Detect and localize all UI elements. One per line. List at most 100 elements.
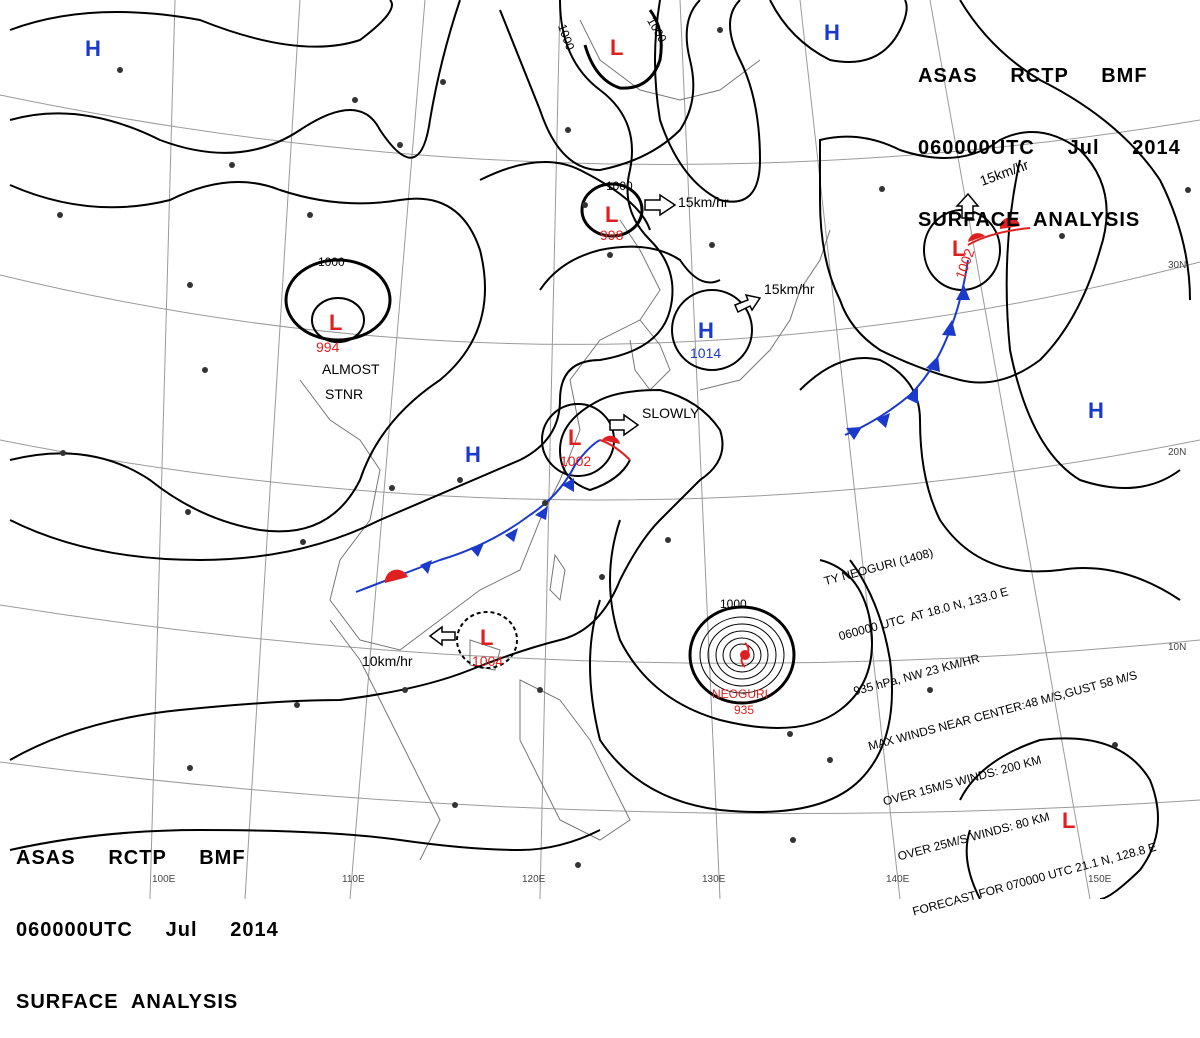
longitude-line xyxy=(679,0,721,899)
coastline-indochina xyxy=(329,619,441,861)
station-dot xyxy=(790,837,796,843)
station-dot xyxy=(117,67,123,73)
longitude-line xyxy=(149,0,176,899)
low-label: L xyxy=(610,35,623,60)
arrow-east xyxy=(644,193,677,217)
low-pressure-value: 994 xyxy=(316,339,340,355)
station-dot xyxy=(187,282,193,288)
header-line-3: SURFACE ANALYSIS xyxy=(918,209,1141,231)
isobar xyxy=(654,0,762,203)
isobar xyxy=(609,519,873,729)
header-bottom-left: ASAS RCTP BMF 060000UTC Jul 2014 SURFACE… xyxy=(16,798,279,1038)
station-dot xyxy=(1059,233,1065,239)
station-plots xyxy=(57,27,1191,868)
longitude-line xyxy=(799,0,901,899)
stationary-front-west xyxy=(355,439,601,593)
low-label: L xyxy=(568,425,581,450)
high-label: H xyxy=(698,318,714,343)
isobar-ty-ring xyxy=(699,616,785,694)
stationary-note: STNR xyxy=(325,386,363,402)
front-triangle xyxy=(420,560,432,574)
station-dot xyxy=(440,79,446,85)
front-triangle xyxy=(846,427,862,440)
front-triangle xyxy=(926,356,940,372)
warm-semicircle xyxy=(999,217,1020,229)
cold-front-east xyxy=(844,259,969,436)
motion-label: 15km/hr xyxy=(678,194,729,210)
station-dot xyxy=(565,127,571,133)
header-line-2: 060000UTC Jul 2014 xyxy=(16,919,279,941)
lon-label: 100E xyxy=(152,874,176,885)
high-label: H xyxy=(1088,398,1104,423)
typhoon-symbol xyxy=(740,642,750,668)
isobar-label: 1000 xyxy=(318,255,345,269)
coastlines xyxy=(299,19,831,861)
coastline-hainan xyxy=(469,639,501,671)
low-pressure-value: 1002 xyxy=(560,453,591,469)
station-dot xyxy=(389,485,395,491)
station-dot xyxy=(307,212,313,218)
low-label: L xyxy=(1062,808,1075,833)
warm-semicircle xyxy=(968,233,985,242)
header-line-1: ASAS RCTP BMF xyxy=(918,65,1148,87)
lon-label: 110E xyxy=(342,874,365,885)
isobar-ty-1000 xyxy=(688,605,796,705)
isobar xyxy=(539,245,721,291)
station-dot xyxy=(665,537,671,543)
longitude-line xyxy=(539,0,561,899)
station-dot xyxy=(229,162,235,168)
typhoon-name: NEOGURI xyxy=(712,687,768,701)
station-dot xyxy=(202,367,208,373)
isobar xyxy=(9,0,393,48)
station-dot xyxy=(537,687,543,693)
arrow-west xyxy=(428,625,456,647)
lat-label: 30N xyxy=(1168,260,1186,271)
isobar-ty-ring xyxy=(707,623,777,687)
station-dot xyxy=(717,27,723,33)
header-line-1: ASAS RCTP BMF xyxy=(16,847,246,869)
latitude-line xyxy=(0,761,1200,815)
header-line-2: 060000UTC Jul 2014 xyxy=(918,137,1181,159)
latitude-line xyxy=(0,439,1200,501)
isobar-low-998 xyxy=(580,182,644,238)
station-dot xyxy=(352,97,358,103)
longitude-line xyxy=(929,0,1091,899)
isobar-label: 1000 xyxy=(555,22,577,52)
isobar xyxy=(589,559,893,813)
longitude-line xyxy=(244,0,301,899)
isobar xyxy=(499,0,701,172)
isobar xyxy=(959,0,1191,301)
low-isobars xyxy=(284,9,1001,705)
isobar xyxy=(9,388,724,761)
typhoon-swirl xyxy=(740,642,750,668)
front-triangle xyxy=(906,388,918,404)
warm-front-east xyxy=(967,227,1031,246)
low-label: L xyxy=(329,310,342,335)
coastline-north xyxy=(579,19,761,101)
low-label: L xyxy=(480,625,493,650)
isobar-values: 1000 1000 1000 1000 1000 xyxy=(318,15,747,611)
low-pressure-value: 998 xyxy=(600,227,624,243)
coastline-philippines xyxy=(519,679,631,841)
low-pressure-value: 1004 xyxy=(472,653,503,669)
isobars xyxy=(9,0,1191,899)
low-label: L xyxy=(605,202,618,227)
isobar-ty-ring xyxy=(729,643,755,667)
station-dot xyxy=(1185,187,1191,193)
high-label: H xyxy=(85,36,101,61)
isobar xyxy=(959,737,1159,899)
front-triangle xyxy=(876,413,890,428)
high-pressure-value: 1014 xyxy=(690,345,721,361)
lat-label: 10N xyxy=(1168,642,1186,653)
station-dot xyxy=(1112,742,1118,748)
warm-front-china xyxy=(599,439,631,461)
front-triangle xyxy=(505,528,518,542)
low-label: L xyxy=(952,236,965,261)
station-dot xyxy=(457,477,463,483)
isobar-label: 1000 xyxy=(720,597,747,611)
header-top-right: ASAS RCTP BMF 060000UTC Jul 2014 SURFACE… xyxy=(918,16,1181,256)
isobar-ty-ring xyxy=(722,637,762,673)
station-dot xyxy=(582,202,588,208)
isobar xyxy=(1005,159,1181,489)
station-dot xyxy=(402,687,408,693)
